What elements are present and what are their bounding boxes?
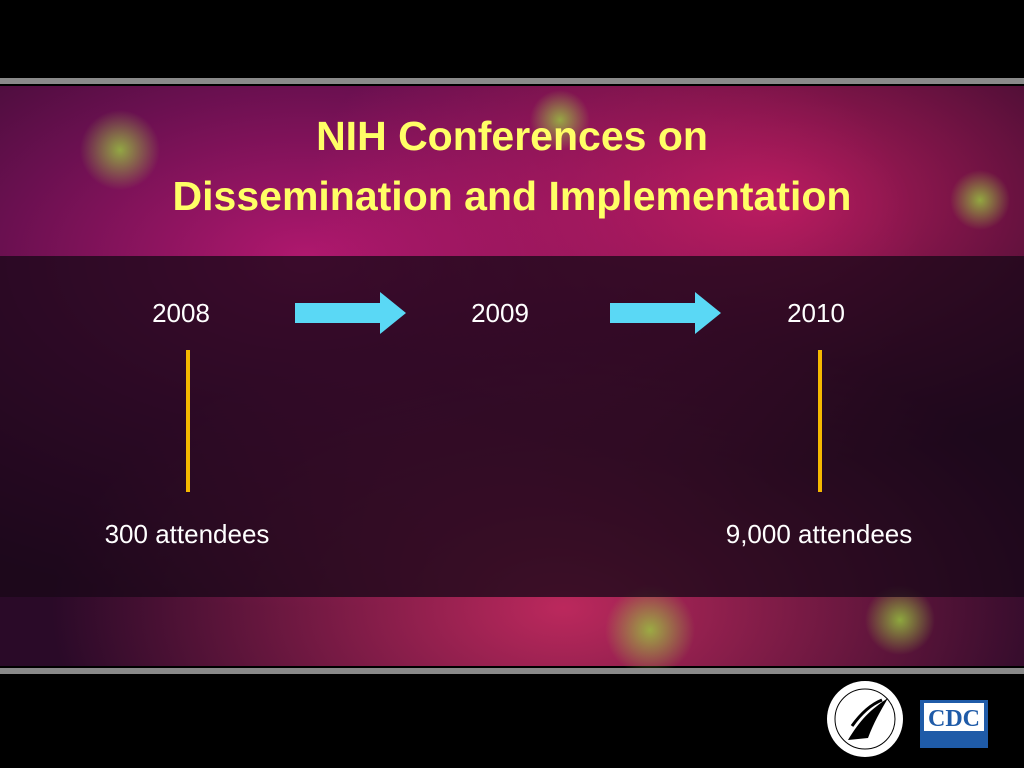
- top-rule: [0, 78, 1024, 84]
- connector-line: [818, 350, 822, 492]
- attendees: 300 attendees: [105, 519, 270, 549]
- year: 2008: [152, 298, 210, 328]
- title-line: Dissemination and Implementation: [173, 173, 852, 219]
- cdc-text: CDC: [928, 706, 980, 732]
- hhs-logo: [827, 681, 903, 757]
- content-band: [0, 256, 1024, 597]
- year: 2010: [787, 298, 845, 328]
- title-line: NIH Conferences on: [316, 113, 708, 159]
- cdc-logo: CDC: [920, 700, 988, 748]
- arrow: [610, 292, 721, 334]
- arrow: [295, 292, 406, 334]
- attendees: 9,000 attendees: [726, 519, 913, 549]
- bottom-rule: [0, 668, 1024, 674]
- year: 2009: [471, 298, 529, 328]
- connector-line: [186, 350, 190, 492]
